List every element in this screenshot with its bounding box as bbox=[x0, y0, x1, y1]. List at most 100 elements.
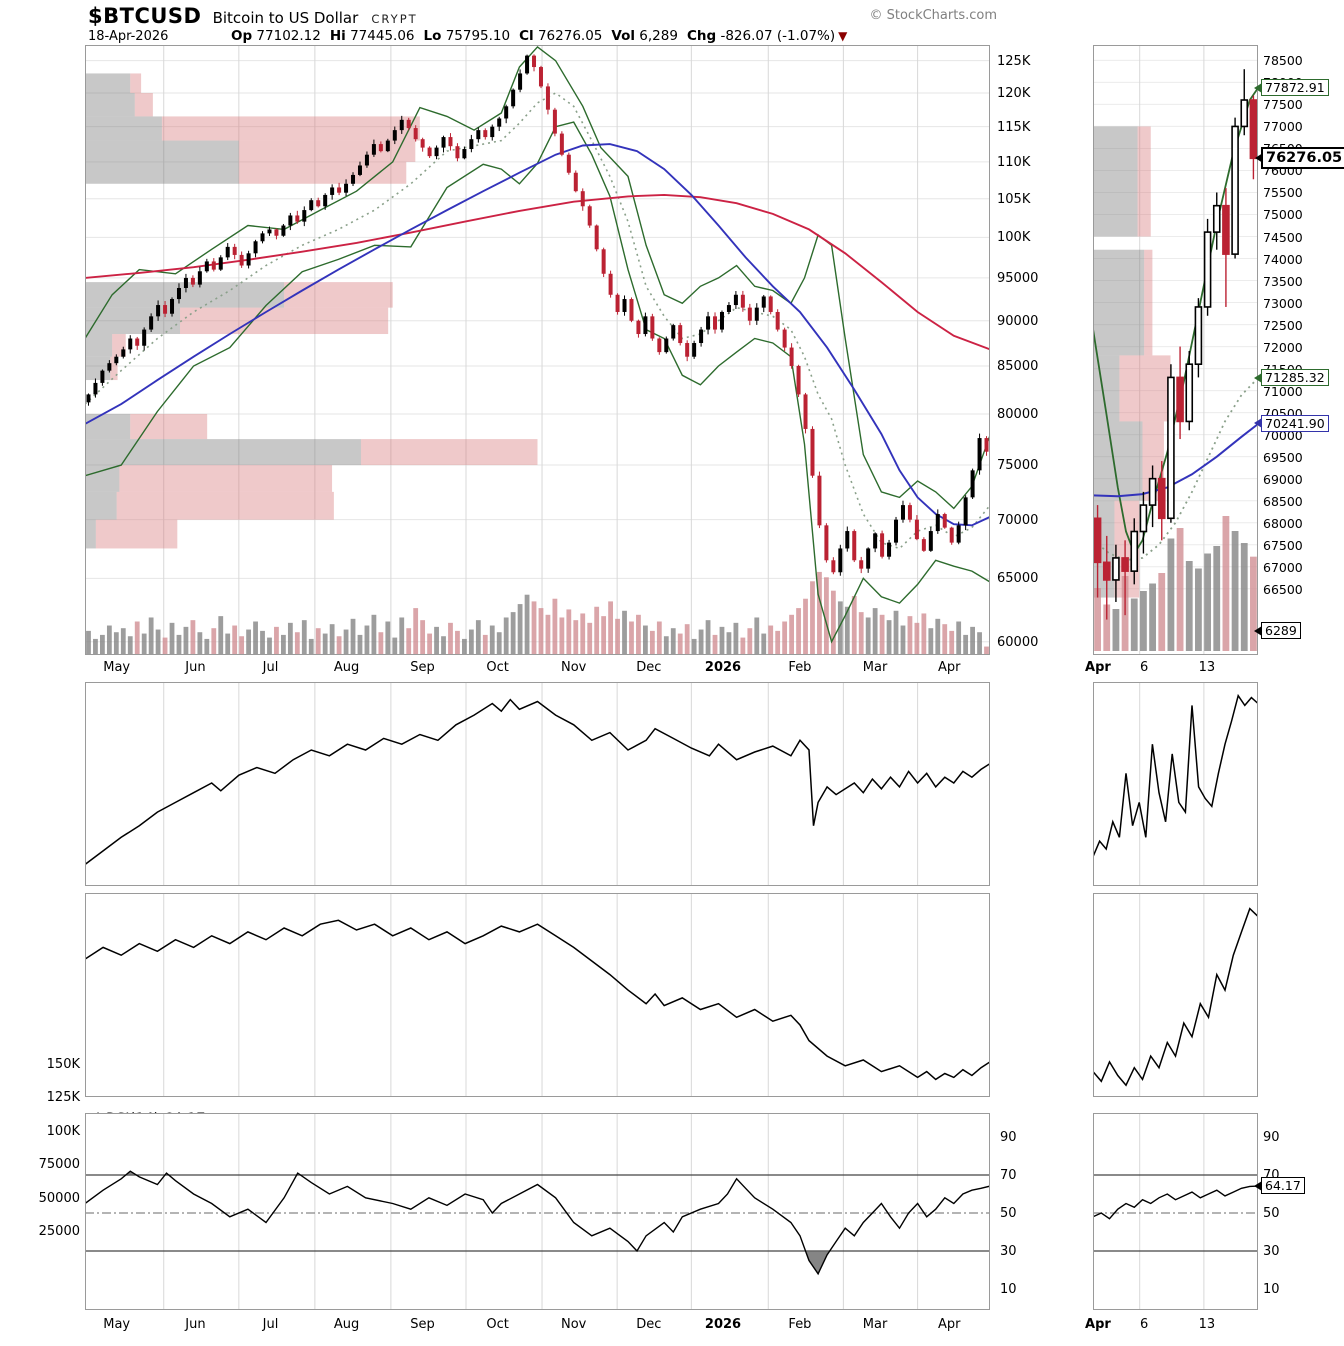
mini-price-axis-tick: 67500 bbox=[1263, 537, 1303, 553]
month-label-oct: Oct bbox=[486, 660, 509, 675]
mini-price-axis-tick: 72000 bbox=[1263, 339, 1303, 355]
price-axis-tick: 70000 bbox=[997, 512, 1039, 528]
volume-axis-tick: 50000 bbox=[38, 1190, 80, 1206]
price-axis-tick: 125K bbox=[997, 53, 1031, 69]
month-label-apr: Apr bbox=[938, 660, 961, 675]
month-label-dec: Dec bbox=[636, 1317, 662, 1332]
rsi-axis-tick: 10 bbox=[1000, 1282, 1017, 1297]
mini-price-axis-tick: 69500 bbox=[1263, 449, 1303, 465]
symbol-label: $BTCUSD bbox=[88, 4, 202, 28]
mini-rsi-axis-tick: 10 bbox=[1263, 1282, 1280, 1297]
mini-price-axis-tick: 67000 bbox=[1263, 559, 1303, 575]
price-axis-tick: 85000 bbox=[997, 358, 1039, 374]
stockcharts-credit: © StockCharts.com bbox=[869, 8, 997, 23]
obv-panel-mini bbox=[1093, 893, 1258, 1097]
ohlc-field-label: Lo bbox=[423, 28, 442, 44]
mini-rsi-axis-tick: 50 bbox=[1263, 1206, 1280, 1221]
exchange-label: CRYPT bbox=[371, 12, 418, 26]
ohlc-field-label: Op bbox=[231, 28, 253, 44]
month-label-mar: Mar bbox=[862, 1317, 888, 1332]
month-label-apr: Apr bbox=[938, 1317, 961, 1332]
month-label-2026: 2026 bbox=[704, 660, 742, 675]
mini-price-axis-tick: 73500 bbox=[1263, 273, 1303, 289]
mini-price-axis-tick: 69000 bbox=[1263, 471, 1303, 487]
accum-dist-panel-main bbox=[85, 682, 990, 886]
mini-price-axis-tick: 75000 bbox=[1263, 207, 1303, 223]
mini-rsi-axis-tick: 30 bbox=[1263, 1244, 1280, 1259]
mini-price-axis-tick: 78500 bbox=[1263, 53, 1303, 69]
header: $BTCUSD Bitcoin to US Dollar CRYPT bbox=[88, 4, 418, 28]
symbol-name: Bitcoin to US Dollar bbox=[212, 9, 359, 27]
mini-price-axis-tick: 77000 bbox=[1263, 119, 1303, 135]
mini-month-label-13: 13 bbox=[1198, 660, 1216, 675]
ohlc-field-label: Vol bbox=[611, 28, 636, 44]
price-axis-tick: 90000 bbox=[997, 313, 1039, 329]
price-callout-7128532: 71285.32 bbox=[1254, 369, 1329, 387]
mini-price-axis-tick: 71000 bbox=[1263, 383, 1303, 399]
month-label-feb: Feb bbox=[788, 660, 812, 675]
month-label-may: May bbox=[103, 1317, 131, 1332]
main-price-chart bbox=[85, 45, 990, 655]
price-axis-tick: 75000 bbox=[997, 458, 1039, 474]
obv-panel-main bbox=[85, 893, 990, 1097]
mini-price-axis-tick: 75500 bbox=[1263, 185, 1303, 201]
ohlc-field-label: Chg bbox=[686, 28, 717, 44]
price-axis-tick: 80000 bbox=[997, 406, 1039, 422]
ohlc-field-value: -826.07 (-1.07%) bbox=[716, 28, 836, 44]
chart-date: 18-Apr-2026 bbox=[88, 29, 169, 44]
price-axis-tick: 95000 bbox=[997, 270, 1039, 286]
ohlc-field-value: 76276.05 bbox=[533, 28, 603, 44]
rsi-axis-tick: 30 bbox=[1000, 1244, 1017, 1259]
mini-price-axis-tick: 77500 bbox=[1263, 97, 1303, 113]
mini-month-label-apr: Apr bbox=[1085, 1317, 1111, 1332]
price-axis-tick: 100K bbox=[997, 230, 1031, 246]
price-callout-7627605: 76276.05 bbox=[1255, 147, 1344, 170]
month-label-jun: Jun bbox=[185, 660, 206, 675]
ohlc-field-label: Hi bbox=[329, 28, 346, 44]
rsi-axis-tick: 50 bbox=[1000, 1206, 1017, 1221]
mini-price-axis-tick: 73000 bbox=[1263, 295, 1303, 311]
mini-month-label-13: 13 bbox=[1198, 1317, 1216, 1332]
ohlc-field-label: Cl bbox=[519, 28, 534, 44]
month-label-aug: Aug bbox=[333, 660, 360, 675]
price-axis-tick: 65000 bbox=[997, 571, 1039, 587]
price-callout-7787291: 77872.91 bbox=[1254, 79, 1329, 96]
ohlc-field-value: 6,289 bbox=[635, 28, 678, 44]
mini-price-axis-tick: 66500 bbox=[1263, 581, 1303, 597]
month-label-sep: Sep bbox=[410, 660, 435, 675]
ohlc-field-value: 75795.10 bbox=[441, 28, 511, 44]
price-axis-tick: 110K bbox=[997, 154, 1031, 170]
month-label-jul: Jul bbox=[262, 660, 279, 675]
rsi-callout: 64.17 bbox=[1254, 1177, 1305, 1195]
volume-axis-tick: 75000 bbox=[38, 1157, 80, 1173]
volume-axis-tick: 25000 bbox=[38, 1224, 80, 1240]
mini-rsi-axis-tick: 90 bbox=[1263, 1130, 1280, 1145]
rsi-panel-mini bbox=[1093, 1113, 1258, 1310]
month-label-may: May bbox=[103, 660, 131, 675]
rsi-panel-main bbox=[85, 1113, 990, 1310]
mini-month-label-apr: Apr bbox=[1085, 660, 1111, 675]
month-label-nov: Nov bbox=[561, 660, 587, 675]
mini-price-axis-tick: 72500 bbox=[1263, 317, 1303, 333]
mini-price-axis-tick: 74500 bbox=[1263, 229, 1303, 245]
price-callout-6289: 6289 bbox=[1254, 622, 1301, 639]
price-axis-tick: 105K bbox=[997, 191, 1031, 207]
ohlc-field-value: 77445.06 bbox=[345, 28, 415, 44]
volume-axis-tick: 100K bbox=[46, 1123, 80, 1139]
rsi-axis-tick: 70 bbox=[1000, 1168, 1017, 1183]
price-callout-7024190: 70241.90 bbox=[1254, 414, 1329, 432]
ohlc-field-value: 77102.12 bbox=[252, 28, 321, 44]
rsi-axis-tick: 90 bbox=[1000, 1130, 1017, 1145]
month-label-aug: Aug bbox=[333, 1317, 360, 1332]
month-label-mar: Mar bbox=[862, 660, 888, 675]
mini-price-axis-tick: 68500 bbox=[1263, 493, 1303, 509]
volume-axis-tick: 125K bbox=[46, 1090, 80, 1106]
price-axis-tick: 115K bbox=[997, 119, 1031, 135]
month-label-nov: Nov bbox=[561, 1317, 587, 1332]
price-axis-tick: 120K bbox=[997, 85, 1031, 101]
volume-axis-tick: 150K bbox=[46, 1056, 80, 1072]
month-label-sep: Sep bbox=[410, 1317, 435, 1332]
month-label-feb: Feb bbox=[788, 1317, 812, 1332]
mini-month-label-6: 6 bbox=[1140, 1317, 1149, 1332]
